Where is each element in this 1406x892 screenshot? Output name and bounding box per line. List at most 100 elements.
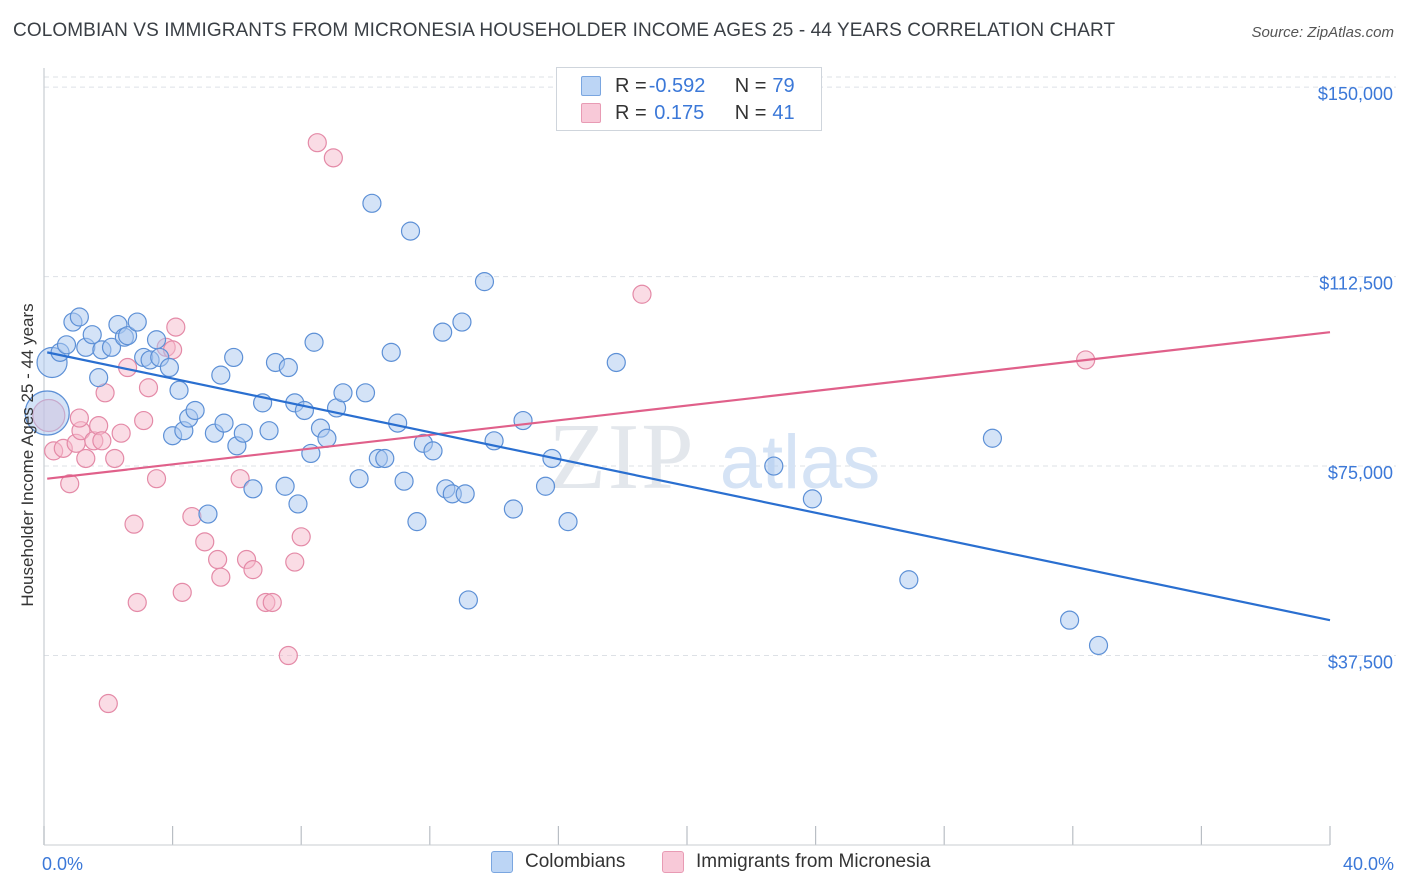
legend-swatch-blue xyxy=(491,851,513,873)
data-point-colombians xyxy=(982,428,1003,448)
trendline-colombians xyxy=(46,351,1331,622)
data-point-colombians xyxy=(400,221,421,241)
data-point-colombians xyxy=(224,347,244,368)
legend-swatch-pink xyxy=(662,851,684,873)
data-point-micronesia xyxy=(76,448,96,469)
legend-row-micronesia: R = 0.175 N = 41 xyxy=(581,100,795,126)
data-point-colombians xyxy=(606,352,626,373)
legend-r-value: -0.592 xyxy=(648,74,706,97)
data-point-micronesia xyxy=(127,592,147,613)
data-point-colombians xyxy=(288,494,308,514)
data-point-micronesia xyxy=(243,560,263,580)
legend-item-colombians: Colombians xyxy=(491,851,625,873)
data-point-micronesia xyxy=(323,148,343,168)
data-point-colombians xyxy=(304,332,324,352)
y-axis-label: Householder Income Ages 25 - 44 years xyxy=(18,303,37,607)
data-point-micronesia xyxy=(69,408,89,428)
data-point-micronesia xyxy=(166,317,186,337)
data-point-colombians xyxy=(1088,635,1109,656)
data-point-micronesia xyxy=(182,506,202,527)
data-point-colombians xyxy=(146,330,167,350)
data-point-micronesia xyxy=(195,532,215,552)
x-tick-label: 40.0% xyxy=(1343,854,1394,874)
legend-r-label: R = xyxy=(615,101,647,124)
y-tick-label: $112,500 xyxy=(1319,274,1393,294)
data-point-micronesia xyxy=(111,423,131,443)
data-point-colombians xyxy=(89,368,109,388)
data-point-colombians xyxy=(169,380,189,400)
data-point-colombians xyxy=(455,484,475,504)
data-point-colombians xyxy=(423,441,443,461)
data-point-colombians xyxy=(458,590,478,610)
data-point-colombians xyxy=(185,400,205,421)
legend-label-colombians: Colombians xyxy=(525,851,626,872)
legend-n-value: 79 xyxy=(772,74,795,97)
legend-n-value: 41 xyxy=(772,101,795,124)
data-point-colombians xyxy=(56,335,77,355)
data-point-colombians xyxy=(394,471,414,491)
chart-title: COLOMBIAN VS IMMIGRANTS FROM MICRONESIA … xyxy=(13,20,1116,41)
data-point-colombians xyxy=(433,322,453,342)
legend-r-value: 0.175 xyxy=(648,101,705,124)
series-immigrants-from-micronesia xyxy=(32,133,1096,714)
data-point-colombians xyxy=(503,499,523,519)
data-point-colombians xyxy=(233,423,253,443)
data-point-colombians xyxy=(349,469,369,489)
data-point-colombians xyxy=(899,570,919,590)
data-point-micronesia xyxy=(98,693,118,714)
trendlines xyxy=(46,331,1331,622)
data-point-colombians xyxy=(375,448,395,469)
data-point-micronesia xyxy=(105,448,125,469)
data-point-colombians xyxy=(474,272,495,292)
legend-n-label: N = xyxy=(734,74,767,97)
data-point-colombians xyxy=(1059,610,1080,630)
data-point-colombians xyxy=(362,193,382,213)
data-point-micronesia xyxy=(262,592,282,613)
watermark-atlas: atlas xyxy=(720,420,881,505)
data-point-micronesia xyxy=(307,133,327,153)
data-point-colombians xyxy=(802,489,822,509)
tick-labels: $37,500 $75,000 $112,500 $150,000 0.0% 40.0% xyxy=(42,84,1394,874)
y-tick-label: $37,500 xyxy=(1328,653,1393,673)
data-point-micronesia xyxy=(146,469,167,489)
legend-label-micronesia: Immigrants from Micronesia xyxy=(696,851,931,872)
data-point-micronesia xyxy=(172,582,192,602)
data-point-colombians xyxy=(333,383,353,403)
data-point-colombians xyxy=(558,512,578,532)
x-tick-label: 0.0% xyxy=(42,854,83,874)
data-point-micronesia xyxy=(124,514,144,534)
data-point-colombians xyxy=(535,476,556,496)
data-point-colombians xyxy=(452,312,472,332)
legend-r-label: R = xyxy=(615,74,647,97)
series-colombians xyxy=(24,193,1109,656)
legend-swatch-pink xyxy=(581,103,601,123)
y-tick-label: $75,000 xyxy=(1328,463,1393,483)
data-point-colombians xyxy=(24,390,70,436)
data-point-micronesia xyxy=(285,552,305,572)
data-point-colombians xyxy=(243,479,263,499)
data-point-micronesia xyxy=(134,410,154,431)
legend-item-micronesia: Immigrants from Micronesia xyxy=(662,851,930,873)
data-point-colombians xyxy=(127,312,147,332)
watermark-zip: ZIP xyxy=(549,405,696,509)
data-point-colombians xyxy=(211,365,231,385)
data-point-colombians xyxy=(259,421,279,441)
data-point-micronesia xyxy=(278,645,298,666)
data-point-micronesia xyxy=(138,378,159,398)
axes xyxy=(43,68,1331,846)
data-point-micronesia xyxy=(291,527,311,547)
data-point-colombians xyxy=(159,357,179,378)
y-tick-label: $150,000 xyxy=(1318,84,1393,104)
data-point-colombians xyxy=(355,383,376,403)
data-point-colombians xyxy=(764,456,784,476)
data-point-colombians xyxy=(101,337,122,357)
data-point-colombians xyxy=(513,410,533,431)
legend-n-label: N = xyxy=(734,101,767,124)
legend-row-colombians: R = -0.592 N = 79 xyxy=(581,73,795,99)
data-point-colombians xyxy=(275,476,295,496)
legend-swatch-blue xyxy=(581,76,601,96)
data-point-micronesia xyxy=(92,431,112,451)
data-point-colombians xyxy=(278,357,298,378)
data-point-colombians xyxy=(69,307,89,327)
